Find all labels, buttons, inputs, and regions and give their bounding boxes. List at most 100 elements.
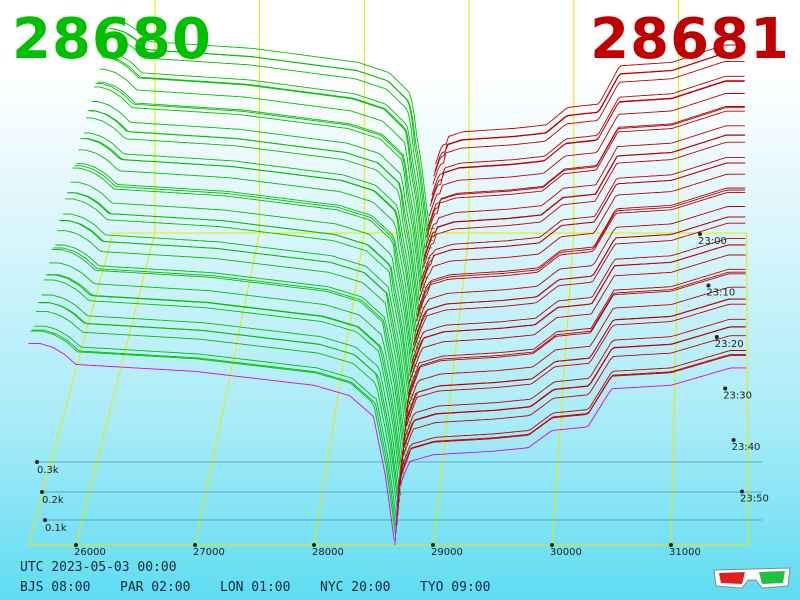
ask-depth-line-2 (396, 353, 746, 526)
ask-depth-line-42 (433, 52, 745, 177)
ask-depth-line-16 (409, 244, 746, 376)
timezone-lon: LON 01:00 (220, 580, 291, 595)
grid-x-line-31000 (670, 0, 679, 546)
x-tick-label-27000: 27000 (193, 547, 225, 558)
bid-depth-line-3 (34, 325, 398, 524)
ask-depth-line-7 (400, 318, 746, 472)
ask-depth-line-3 (397, 350, 746, 516)
3d-glasses-icon[interactable] (712, 560, 792, 592)
bid-depth-line-22 (70, 181, 415, 388)
z-tick-mark-0.2k (40, 490, 44, 494)
grid-x-line-29000 (432, 0, 470, 546)
ask-depth-line-10 (403, 298, 746, 439)
bid-depth-line-0 (28, 343, 395, 541)
ask-depth-line-13 (406, 271, 746, 405)
ask-depth-line-33 (424, 125, 745, 248)
grid-x-line-27000 (194, 0, 261, 546)
time-tick-label-23:30: 23:30 (723, 391, 752, 402)
bid-depth-line-7 (41, 294, 402, 496)
bid-depth-line-8 (43, 279, 403, 486)
ask-depth-line-35 (426, 107, 745, 232)
bid-depth-line-12 (51, 249, 406, 457)
timezone-bjs: BJS 08:00 (20, 580, 91, 595)
ask-depth-line-18 (411, 237, 746, 364)
time-tick-mark-23:10 (706, 283, 711, 288)
z-tick-mark-0.3k (35, 460, 39, 464)
bid-depth-line-33 (91, 101, 425, 309)
ask-depth-line-25 (417, 187, 746, 311)
ask-depth-line-8 (401, 303, 746, 457)
bid-depth-line-44 (113, 20, 435, 230)
bid-depth-line-26 (78, 149, 419, 358)
bid-depth-line-27 (80, 138, 420, 349)
ask-depth-line-24 (416, 189, 746, 316)
time-tick-label-23:50: 23:50 (740, 494, 769, 505)
bid-depth-line-11 (49, 262, 405, 466)
ask-depth-line-15 (408, 254, 746, 384)
x-tick-label-26000: 26000 (74, 547, 106, 558)
ask-depth-line-4 (398, 335, 746, 502)
bid-depth-line-17 (61, 220, 411, 424)
ask-depth-line-41 (432, 60, 745, 185)
ask-depth-line-29 (421, 156, 745, 280)
time-tick-mark-23:50 (740, 489, 744, 494)
x-tick-label-31000: 31000 (669, 547, 701, 558)
bid-depth-line-32 (89, 110, 424, 317)
depth-lines-layer (28, 20, 746, 546)
time-tick-mark-23:30 (723, 386, 728, 391)
ask-depth-line-40 (431, 75, 745, 196)
bid-depth-line-29 (84, 132, 422, 338)
x-tick-mark-31000 (669, 543, 673, 547)
bid-depth-line-2 (32, 329, 397, 530)
bid-depth-line-9 (45, 274, 404, 480)
x-tick-label-29000: 29000 (431, 547, 463, 558)
time-tick-label-23:00: 23:00 (698, 236, 727, 247)
ask-depth-line-34 (425, 110, 745, 238)
bid-depth-line-42 (109, 28, 434, 241)
ask-depth-line-27 (419, 162, 746, 291)
bid-depth-line-16 (59, 220, 410, 428)
ask-depth-line-0 (394, 367, 746, 546)
time-tick-label-23:20: 23:20 (715, 339, 744, 350)
grid-x-line-30000 (551, 0, 575, 546)
bid-depth-line-25 (76, 163, 418, 368)
bid-depth-line-37 (99, 68, 429, 279)
bid-depth-line-24 (74, 165, 417, 373)
ask-depth-line-12 (405, 273, 746, 413)
x-tick-label-28000: 28000 (312, 547, 344, 558)
bid-depth-line-14 (55, 244, 408, 446)
x-tick-mark-26000 (74, 543, 78, 547)
ask-depth-line-37 (428, 93, 745, 217)
bid-depth-line-18 (63, 213, 412, 417)
grid-x-line-26000 (75, 0, 156, 546)
ask-depth-line-31 (423, 134, 745, 261)
ask-depth-line-23 (415, 191, 746, 322)
bid-depth-line-38 (101, 56, 430, 270)
ask-depth-line-19 (412, 222, 746, 353)
ask-price: 28681 (590, 7, 790, 72)
axis-labels-layer: 26000 27000 28000 29000 30000 31000 0.1k 0.2k 0.… (35, 232, 769, 558)
time-tick-mark-23:00 (698, 232, 702, 236)
bid-depth-line-36 (97, 81, 428, 288)
z-tick-label-0.1k: 0.1k (45, 523, 67, 534)
ask-depth-line-20 (412, 216, 746, 346)
bid-depth-line-15 (57, 230, 409, 437)
bid-depth-line-41 (107, 36, 433, 249)
z-tick-label-0.3k: 0.3k (37, 465, 59, 476)
ask-depth-line-38 (429, 80, 745, 207)
ask-depth-line-26 (418, 173, 746, 300)
ask-depth-line-6 (400, 326, 746, 483)
bid-depth-line-4 (36, 310, 399, 516)
z-tick-label-0.2k: 0.2k (42, 495, 64, 506)
x-tick-mark-29000 (431, 543, 435, 547)
ask-depth-line-22 (414, 206, 746, 332)
ask-depth-line-5 (399, 326, 746, 490)
bid-depth-line-39 (103, 55, 431, 265)
ask-depth-line-39 (430, 80, 745, 202)
time-tick-mark-23:40 (731, 438, 736, 442)
bid-depth-line-30 (86, 117, 423, 328)
timezone-par: PAR 02:00 (120, 580, 191, 595)
x-tick-mark-28000 (312, 543, 316, 547)
ask-depth-line-11 (404, 286, 746, 427)
